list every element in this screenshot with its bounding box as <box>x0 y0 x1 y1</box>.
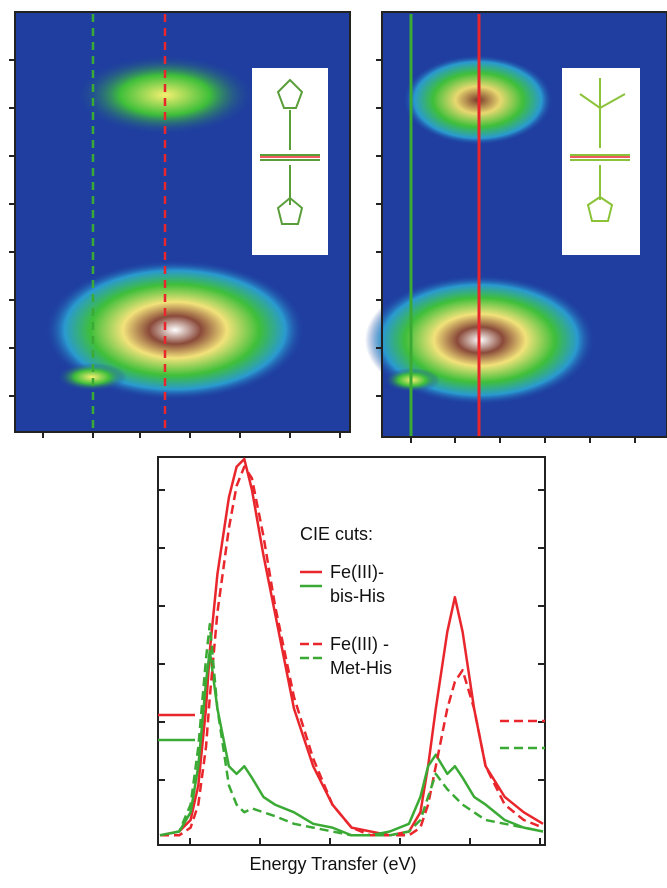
plot-frame <box>157 456 546 846</box>
legend-title: CIE cuts: <box>300 524 373 544</box>
x-axis-label: Energy Transfer (eV) <box>249 854 416 874</box>
legend-label: Fe(III) - <box>330 634 389 654</box>
legend-label: Fe(III)- <box>330 562 384 582</box>
heatmap-left <box>9 11 351 438</box>
heatmap-right <box>365 11 667 443</box>
offset-markers <box>158 713 545 750</box>
legend-label: Met-His <box>330 658 392 678</box>
frame-ticks <box>158 489 545 845</box>
series-line <box>160 465 544 837</box>
series-line <box>159 622 544 837</box>
legend-label: bis-His <box>330 586 385 606</box>
series-line <box>159 649 544 837</box>
